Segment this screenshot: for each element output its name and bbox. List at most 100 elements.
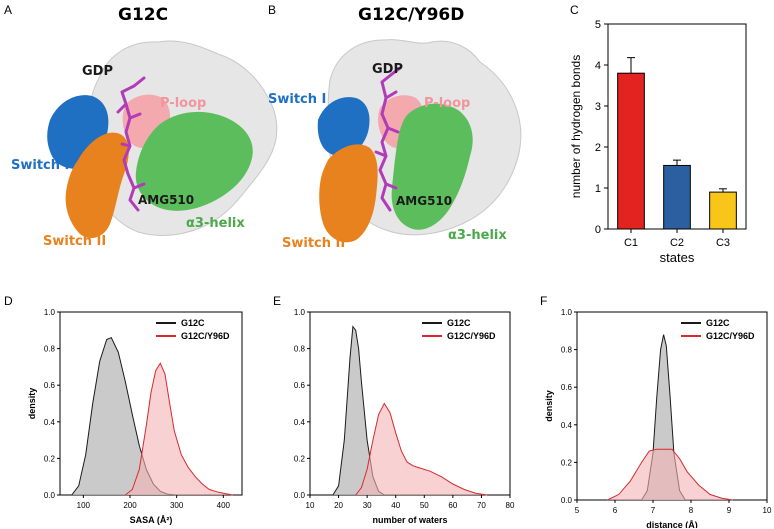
panel-b-title: G12C/Y96D: [358, 5, 465, 25]
x-tick-label: 50: [420, 501, 429, 510]
legend-label-g12c-y96d: G12C/Y96D: [447, 331, 496, 341]
helix-label-b: α3-helix: [448, 228, 507, 243]
x-tick-label: 20: [334, 501, 343, 510]
x-tick-label: 200: [123, 501, 137, 510]
panel-letter-d: D: [4, 294, 13, 308]
chart-c-hydrogen-bonds: 0 1 2 3 4 5 C1 C2 C3 states number of hydrogen bon…: [569, 19, 747, 265]
y-tick-label: 0: [595, 224, 601, 236]
panel-letter-f: F: [540, 294, 548, 308]
x-tick-label: 70: [477, 501, 486, 510]
ligand-gdp-b: [374, 66, 402, 212]
x-tick-label-c1: C1: [624, 237, 638, 249]
gdp-label-b: GDP: [372, 62, 403, 77]
density-line-g12c-y96d: [607, 448, 733, 501]
y-tick-label: 1: [595, 183, 601, 195]
bar-c3: [709, 191, 737, 230]
x-axis-label: SASA (Å²): [130, 515, 173, 525]
legend-label-g12c-y96d: G12C/Y96D: [181, 331, 230, 341]
y-tick-label: 0.4: [561, 421, 573, 430]
ligand-gdp-a: [116, 76, 146, 212]
chart-e-waters-density: 0.0 0.2 0.4 0.6 0.8 1.0 10 20 30 40 50 60 70 80 G12C G1…: [294, 308, 515, 525]
y-tick-label: 0.6: [44, 381, 56, 390]
chart-d-sasa-density: 0.0 0.2 0.4 0.6 0.8 1.0 100 200 300 400 G12C G12C/Y…: [27, 308, 243, 525]
x-tick-label: 40: [391, 501, 400, 510]
density-line-g12c-y96d: [124, 362, 233, 496]
x-tick-label: 400: [217, 501, 231, 510]
y-tick-label: 0.0: [44, 491, 56, 500]
y-tick-label: 1.0: [561, 308, 573, 317]
switch2-region-b: [319, 144, 378, 243]
panel-letter-b: B: [268, 3, 277, 17]
y-axis-label: density: [27, 388, 37, 420]
x-axis-label: number of waters: [372, 515, 447, 525]
x-tick-label: 5: [575, 506, 580, 515]
legend-label-g12c: G12C: [706, 318, 730, 328]
helix-label-a: α3-helix: [186, 216, 245, 231]
panel-letter-e: E: [273, 294, 282, 308]
chart-f-distance-density: 0.0 0.2 0.4 0.6 0.8 1.0 5 6 7 8 9 10 G12C G12C/Y96D di…: [544, 308, 772, 528]
x-tick-label: 8: [689, 506, 694, 515]
x-tick-label-c3: C3: [716, 237, 730, 249]
ploop-label-b: P-loop: [424, 96, 471, 111]
legend-label-g12c-y96d: G12C/Y96D: [706, 331, 755, 341]
panel-letter-a: A: [4, 3, 13, 17]
x-tick-label: 100: [77, 501, 91, 510]
y-tick-label: 1.0: [294, 308, 306, 317]
x-tick-label: 60: [448, 501, 457, 510]
ligand-label-a: AMG510: [138, 193, 195, 207]
x-tick-label: 10: [763, 506, 772, 515]
density-fill-g12c-y96d: [355, 403, 488, 495]
panel-letter-c: C: [570, 3, 579, 17]
y-axis-label: number of hydrogen bonds: [569, 55, 583, 198]
y-tick-label: 0.4: [294, 418, 306, 427]
y-tick-label: 0.2: [44, 454, 56, 463]
legend-label-g12c: G12C: [447, 318, 471, 328]
x-tick-label: 80: [506, 501, 515, 510]
switch2-label-a: Switch II: [43, 234, 107, 249]
bar-c2: [663, 164, 691, 230]
y-tick-label: 0.8: [44, 345, 56, 354]
switch2-region-a: [65, 132, 129, 239]
density-fill-g12c: [332, 326, 385, 495]
switch1-region-b: [317, 97, 370, 156]
y-tick-label: 0.6: [294, 381, 306, 390]
y-tick-label: 0.2: [561, 458, 573, 467]
y-tick-label: 0.0: [294, 491, 306, 500]
panel-a-structure: [47, 40, 278, 239]
x-tick-label: 30: [363, 501, 372, 510]
y-tick-label: 0.8: [561, 346, 573, 355]
x-tick-label: 300: [170, 501, 184, 510]
switch1-label-b: Switch I: [268, 92, 327, 107]
y-tick-label: 5: [595, 19, 601, 31]
density-fill-g12c-y96d: [125, 363, 233, 495]
y-tick-label: 0.6: [561, 383, 573, 392]
bar-c1: [617, 72, 645, 230]
y-tick-label: 2: [595, 142, 601, 154]
density-fill-g12c: [71, 337, 177, 495]
x-tick-label: 6: [613, 506, 618, 515]
y-tick-label: 0.2: [294, 454, 306, 463]
helix-region-a: [135, 111, 253, 211]
legend-label-g12c: G12C: [181, 318, 205, 328]
x-axis-label: distance (Å): [646, 520, 698, 528]
ligand-label-b: AMG510: [396, 194, 453, 208]
y-axis-label: density: [544, 390, 554, 422]
y-tick-label: 0.4: [44, 418, 56, 427]
switch1-label-a: Switch I: [11, 158, 70, 173]
y-tick-label: 4: [595, 60, 601, 72]
y-tick-label: 0.8: [294, 345, 306, 354]
x-tick-label: 9: [727, 506, 732, 515]
x-tick-label-c2: C2: [670, 237, 684, 249]
x-axis-label: states: [660, 250, 695, 265]
x-tick-label: 10: [306, 501, 315, 510]
y-tick-label: 3: [595, 101, 601, 113]
x-tick-label: 7: [651, 506, 656, 515]
switch2-label-b: Switch II: [282, 236, 346, 251]
y-tick-label: 0.0: [561, 496, 573, 505]
y-tick-label: 1.0: [44, 308, 56, 317]
helix-region-b: [391, 103, 473, 230]
gdp-label-a: GDP: [82, 64, 113, 79]
density-line-g12c-y96d: [355, 402, 488, 496]
ploop-label-a: P-loop: [160, 96, 207, 111]
